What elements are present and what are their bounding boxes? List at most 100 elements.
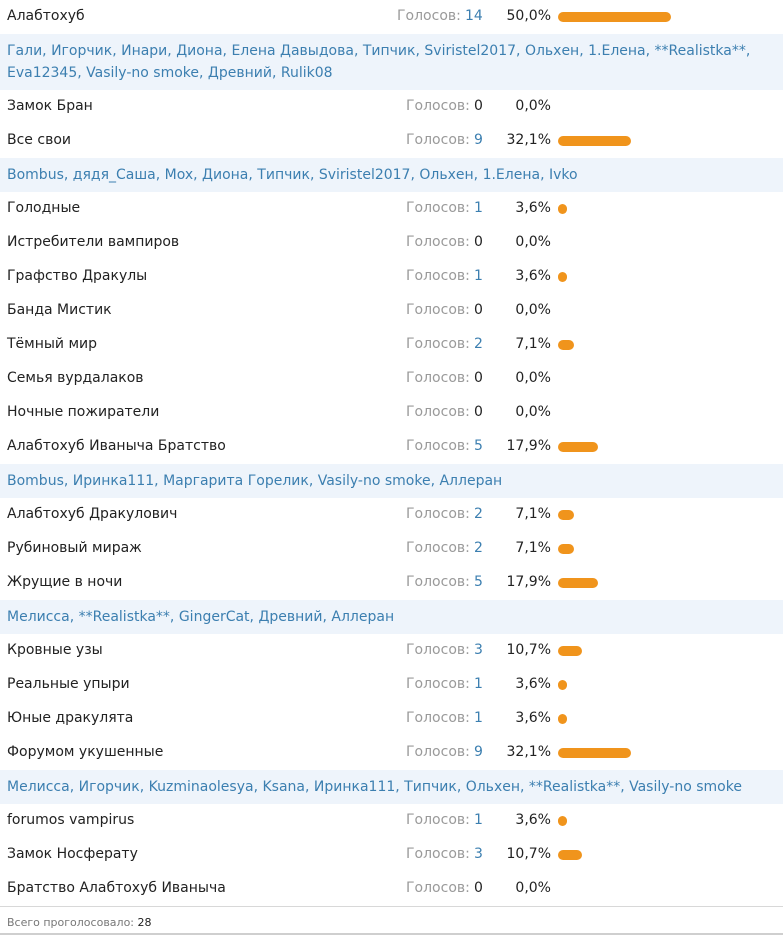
voter-link[interactable]: GingerCat bbox=[179, 609, 250, 625]
option-title: Семья вурдалаков bbox=[7, 370, 144, 386]
voter-link[interactable]: Ksana bbox=[262, 779, 305, 795]
option-title: Алабтохуб Дракулович bbox=[7, 506, 177, 522]
voter-link[interactable]: Eva12345 bbox=[7, 65, 77, 81]
vote-percent: 0,0% bbox=[515, 404, 551, 420]
vote-count[interactable]: 1 bbox=[474, 812, 483, 828]
voter-link[interactable]: Kuzminaolesya bbox=[149, 779, 254, 795]
vote-count[interactable]: 9 bbox=[474, 132, 483, 148]
voter-link[interactable]: Аллеран bbox=[439, 473, 502, 489]
vote-bar bbox=[558, 816, 567, 826]
option-title: forumos vampirus bbox=[7, 812, 134, 828]
voters-list: Мелисса, Игорчик, Kuzminaolesya, Ksana, … bbox=[0, 770, 783, 804]
voter-link[interactable]: **Realistka** bbox=[529, 779, 620, 795]
vote-count[interactable]: 14 bbox=[465, 8, 483, 24]
poll-option: Замок Носферату Голосов:3 10,7% bbox=[0, 838, 783, 872]
voter-link[interactable]: Ольхен bbox=[419, 167, 473, 183]
vote-bar bbox=[558, 714, 567, 724]
votes-label: Голосов: bbox=[406, 880, 470, 896]
voter-link[interactable]: Ольхен bbox=[525, 43, 579, 59]
voter-link[interactable]: Древний bbox=[208, 65, 272, 81]
vote-bar bbox=[558, 680, 567, 690]
voter-link[interactable]: Мелисса bbox=[7, 609, 70, 625]
voter-link[interactable]: Древний bbox=[258, 609, 322, 625]
vote-count[interactable]: 5 bbox=[474, 438, 483, 454]
voter-link[interactable]: дядя_Саша bbox=[73, 167, 156, 183]
voter-link[interactable]: Маргарита Горелик bbox=[163, 473, 309, 489]
voter-link[interactable]: Диона bbox=[176, 43, 222, 59]
voters-list: Гали, Игорчик, Инари, Диона, Елена Давыд… bbox=[0, 34, 783, 90]
voter-link[interactable]: Rulik08 bbox=[281, 65, 333, 81]
vote-bar bbox=[558, 204, 567, 214]
total-voters: Всего проголосовало: 28 bbox=[7, 916, 152, 929]
vote-percent: 3,6% bbox=[515, 200, 551, 216]
voter-link[interactable]: 1.Елена bbox=[588, 43, 646, 59]
vote-percent: 7,1% bbox=[515, 336, 551, 352]
votes-label: Голосов: bbox=[406, 642, 470, 658]
vote-percent: 32,1% bbox=[507, 132, 551, 148]
voter-link[interactable]: Vasily-no smoke bbox=[629, 779, 742, 795]
voters-list: Bombus, Иринка111, Маргарита Горелик, Va… bbox=[0, 464, 783, 498]
voter-link[interactable]: Ольхен bbox=[466, 779, 520, 795]
voter-link[interactable]: Мелисса bbox=[7, 779, 70, 795]
votes-label: Голосов: bbox=[406, 438, 470, 454]
voters-list: Мелисса, **Realistka**, GingerCat, Древн… bbox=[0, 600, 783, 634]
voter-link[interactable]: Типчик bbox=[404, 779, 457, 795]
vote-count[interactable]: 3 bbox=[474, 846, 483, 862]
option-title: Графство Дракулы bbox=[7, 268, 147, 284]
vote-bar bbox=[558, 12, 671, 22]
votes-label: Голосов: bbox=[406, 846, 470, 862]
vote-count[interactable]: 3 bbox=[474, 642, 483, 658]
vote-percent: 17,9% bbox=[507, 438, 551, 454]
option-title: Алабтохуб Иваныча Братство bbox=[7, 438, 226, 454]
voter-link[interactable]: Диона bbox=[202, 167, 248, 183]
vote-count[interactable]: 5 bbox=[474, 574, 483, 590]
voter-link[interactable]: Типчик bbox=[363, 43, 416, 59]
vote-bar bbox=[558, 442, 598, 452]
voter-link[interactable]: Типчик bbox=[257, 167, 310, 183]
voter-link[interactable]: Vasily-no smoke bbox=[318, 473, 431, 489]
vote-count[interactable]: 1 bbox=[474, 676, 483, 692]
voter-link[interactable]: **Realistka** bbox=[79, 609, 170, 625]
voter-link[interactable]: Ivko bbox=[549, 167, 578, 183]
vote-count[interactable]: 1 bbox=[474, 710, 483, 726]
vote-count[interactable]: 2 bbox=[474, 506, 483, 522]
vote-count[interactable]: 1 bbox=[474, 268, 483, 284]
votes-label: Голосов: bbox=[406, 812, 470, 828]
vote-bar bbox=[558, 272, 567, 282]
voter-link[interactable]: Игорчик bbox=[79, 779, 140, 795]
voter-link[interactable]: Bombus bbox=[7, 167, 64, 183]
vote-bar bbox=[558, 510, 574, 520]
vote-count[interactable]: 2 bbox=[474, 336, 483, 352]
voter-link[interactable]: Игорчик bbox=[51, 43, 112, 59]
option-title: Жрущие в ночи bbox=[7, 574, 122, 590]
voter-link[interactable]: Иринка111 bbox=[73, 473, 154, 489]
option-title: Братство Алабтохуб Иваныча bbox=[7, 880, 226, 896]
voter-link[interactable]: Инари bbox=[121, 43, 167, 59]
voter-link[interactable]: Гали bbox=[7, 43, 42, 59]
voter-link[interactable]: Vasily-no smoke bbox=[86, 65, 199, 81]
voter-link[interactable]: Аллеран bbox=[331, 609, 394, 625]
voter-link[interactable]: Bombus bbox=[7, 473, 64, 489]
voter-link[interactable]: Иринка111 bbox=[314, 779, 395, 795]
vote-bar bbox=[558, 136, 631, 146]
voters-list: Bombus, дядя_Саша, Mox, Диона, Типчик, S… bbox=[0, 158, 783, 192]
vote-count[interactable]: 2 bbox=[474, 540, 483, 556]
voter-link[interactable]: 1.Елена bbox=[483, 167, 541, 183]
option-title: Замок Носферату bbox=[7, 846, 138, 862]
vote-percent: 0,0% bbox=[515, 880, 551, 896]
voter-link[interactable]: Sviristel2017 bbox=[319, 167, 411, 183]
vote-percent: 3,6% bbox=[515, 676, 551, 692]
vote-percent: 10,7% bbox=[507, 846, 551, 862]
vote-count[interactable]: 1 bbox=[474, 200, 483, 216]
voter-link[interactable]: Sviristel2017 bbox=[424, 43, 516, 59]
voter-link[interactable]: Елена Давыдова bbox=[231, 43, 354, 59]
voter-link[interactable]: **Realistka** bbox=[655, 43, 746, 59]
vote-count[interactable]: 9 bbox=[474, 744, 483, 760]
vote-count: 0 bbox=[474, 370, 483, 386]
voter-link[interactable]: Mox bbox=[165, 167, 194, 183]
poll-option: Алабтохуб Иваныча Братство Голосов:5 17,9% bbox=[0, 430, 783, 464]
